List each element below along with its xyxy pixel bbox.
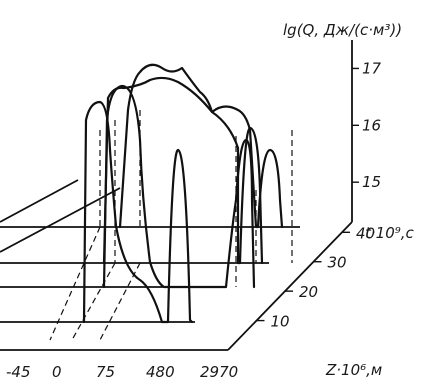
t-tick-label: 10 — [271, 313, 290, 331]
dash-oblique-1 — [49, 226, 101, 341]
dash-oblique-2 — [71, 262, 116, 341]
t-tick-label: 30 — [328, 254, 347, 272]
x-tick-label: 2970 — [200, 363, 238, 381]
series-curve-t20 — [102, 84, 256, 289]
z-axis-ticks: 15 16 17 — [352, 59, 382, 191]
z-tick-label: 15 — [362, 173, 381, 191]
series-curve-t40 — [118, 63, 284, 229]
z-axis-label: lg(Q, Дж/(с·м³)) — [283, 21, 402, 39]
left-oblique-2 — [0, 187, 121, 253]
t-axis-ticks: 10 20 30 40 — [256, 224, 375, 331]
x-tick-label: 0 — [52, 363, 62, 381]
t-axis-label: t·10⁹,с — [365, 224, 415, 242]
x-axis-ticks: -45 0 75 480 2970 — [6, 363, 238, 381]
dash-oblique-3 — [99, 262, 141, 341]
x-tick-label: 75 — [96, 363, 115, 381]
t-tick-label: 20 — [299, 283, 318, 301]
z-tick-label: 17 — [362, 59, 382, 77]
t-tick-label: 40 — [356, 224, 375, 242]
t-axis — [227, 221, 353, 351]
series-curve-t10 — [82, 100, 194, 324]
series-curve-t30 — [102, 76, 264, 265]
x-tick-label: 480 — [146, 363, 175, 381]
x-tick-label: -45 — [6, 363, 31, 381]
z-tick-label: 16 — [362, 116, 381, 134]
x-axis-label: Z·10⁶,м — [325, 361, 382, 379]
left-oblique-1 — [0, 179, 79, 223]
